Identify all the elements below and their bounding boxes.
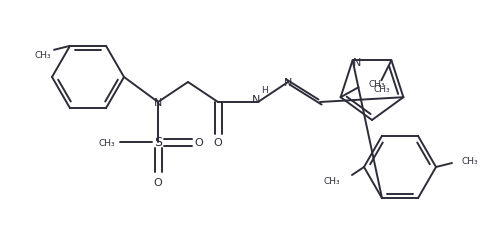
Text: CH₃: CH₃: [99, 138, 115, 147]
Text: CH₃: CH₃: [373, 84, 390, 93]
Text: N: N: [352, 58, 361, 68]
Text: O: O: [214, 137, 223, 147]
Text: O: O: [154, 177, 163, 187]
Text: CH₃: CH₃: [462, 157, 479, 166]
Text: CH₃: CH₃: [34, 51, 51, 60]
Text: CH₃: CH₃: [368, 79, 385, 88]
Text: O: O: [195, 137, 203, 147]
Text: CH₃: CH₃: [324, 176, 340, 185]
Text: S: S: [154, 136, 162, 149]
Text: N: N: [252, 95, 260, 105]
Text: N: N: [154, 98, 162, 108]
Text: N: N: [284, 78, 292, 88]
Text: H: H: [261, 85, 267, 94]
